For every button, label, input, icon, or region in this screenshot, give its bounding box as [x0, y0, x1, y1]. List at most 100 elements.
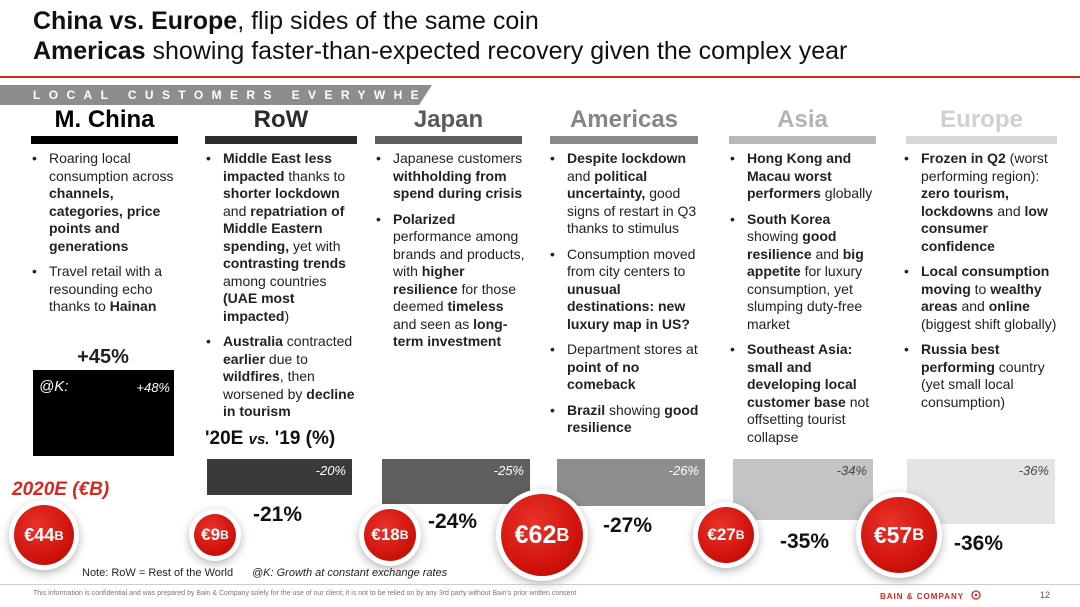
- bullet-bold-text: political uncertainty,: [567, 167, 648, 202]
- slide-title: China vs. Europe, flip sides of the same…: [33, 6, 847, 66]
- bullet-text: and: [957, 298, 989, 314]
- column-head-americas: Americas: [569, 106, 679, 133]
- bullet-bold-text: Despite lockdown: [567, 150, 687, 166]
- column-head-japan: Japan: [413, 106, 484, 133]
- revenue-unit: B: [735, 528, 745, 542]
- column-bar-row: [205, 136, 357, 144]
- bullet-text: due to: [265, 350, 308, 367]
- growth-bar-europe: -36%: [907, 459, 1055, 524]
- bullet-bold-text: shorter lockdown: [223, 185, 340, 201]
- revenue-circle-m-china: €44 B: [14, 505, 74, 565]
- footer-divider: [0, 584, 1080, 585]
- bullet-bold-text: zero tourism,: [921, 185, 1009, 201]
- bullet-bold-text: low consumer confidence: [921, 202, 1048, 254]
- column-bar-americas: [550, 136, 698, 144]
- growth-bar-label: -25%: [493, 463, 524, 478]
- bullet-text: and: [993, 202, 1025, 219]
- bullet-bold-text: long-term investment: [393, 315, 508, 350]
- bullet-bold-text: good resilience: [747, 228, 837, 262]
- asia-bullet-2: South Korea showing good resilience and …: [729, 211, 881, 334]
- revenue-unit: B: [912, 525, 925, 544]
- column-bar-europe: [906, 136, 1057, 144]
- column-head-europe: Europe: [940, 106, 1023, 133]
- revenue-circle-japan: €18 B: [364, 509, 416, 561]
- growth-heading-vs: vs.: [248, 431, 270, 448]
- china-k-box: @K: +48%: [33, 370, 174, 456]
- bullet-text: (biggest shift globally): [921, 315, 1057, 332]
- bullet-text: , then worsened by: [223, 368, 315, 402]
- growth-heading: '20E vs. '19 (%): [205, 428, 335, 450]
- growth-bar-americas: -26%: [557, 459, 705, 506]
- bullet-bold-text: (UAE most impacted: [223, 290, 295, 324]
- bullet-text: contracted: [282, 333, 353, 349]
- revenue-unit: B: [54, 527, 64, 543]
- bullet-bold-text: Middle East less impacted: [223, 150, 332, 184]
- growth-pct-label: -35%: [780, 530, 830, 553]
- title-line-2: Americas showing faster-than-expected re…: [33, 36, 847, 66]
- bullet-text: ): [284, 307, 290, 324]
- bullet-bold-text: lockdowns: [921, 202, 994, 219]
- bain-logo: BAIN & COMPANY: [880, 590, 981, 601]
- growth-bar-row: -20%: [207, 459, 352, 496]
- title-line-1: China vs. Europe, flip sides of the same…: [33, 6, 847, 36]
- bullet-text: Japanese customers: [393, 150, 523, 166]
- bullet-bold-text: Russia best performing: [921, 341, 1000, 375]
- growth-bar-label: -20%: [315, 463, 346, 478]
- growth-bar-label: -36%: [1018, 463, 1049, 478]
- bullet-bold-text: Southeast Asia: small and developing loc…: [747, 341, 857, 410]
- confidential-notice: This information is confidential and was…: [33, 590, 577, 597]
- bullet-bold-text: channels, categories, price points and g…: [49, 185, 161, 254]
- bullet-bold-text: unusual destinations: new luxury map in …: [567, 280, 690, 332]
- europe-bullet-3: Russia best performing country (yet smal…: [903, 341, 1061, 411]
- page-number: 12: [1040, 590, 1051, 600]
- americas-bullet-4: Brazil showing good resilience: [549, 402, 701, 437]
- bullet-bold-text: higher resilience: [393, 263, 465, 297]
- bullet-text: good signs of restart in Q3 thanks to st…: [567, 185, 697, 236]
- title-2-rest: showing faster-than-expected recovery gi…: [145, 37, 848, 65]
- bullet-bold-text: repatriation of Middle Eastern spending,: [223, 202, 345, 254]
- bullet-text: Department stores at: [567, 341, 698, 357]
- bullet-bold-text: Polarized: [393, 210, 456, 227]
- growth-pct-label: -36%: [954, 532, 1004, 555]
- column-bar-china: [31, 136, 178, 144]
- bullet-bold-text: online: [988, 298, 1030, 314]
- bullet-bold-text: wealthy areas: [921, 280, 1042, 315]
- bullet-text: for those deemed: [393, 280, 516, 315]
- bullet-bold-text: decline in tourism: [223, 385, 355, 420]
- revenue-circle-asia: €27 B: [698, 507, 754, 563]
- growth-bar-label: -26%: [668, 463, 699, 478]
- growth-pct-label: -24%: [428, 510, 478, 533]
- china-bullet-1: Roaring local consumption across channel…: [31, 150, 181, 255]
- bullet-text: and: [811, 245, 843, 262]
- asia-bullets: Hong Kong and Macau worst performers glo…: [729, 150, 881, 454]
- bullet-bold-text: Frozen in Q2: [921, 150, 1006, 166]
- asia-bullet-3: Southeast Asia: small and developing loc…: [729, 341, 881, 446]
- bullet-text: among countries: [223, 272, 327, 289]
- logo-circle-icon: [971, 590, 981, 600]
- europe-bullet-1: Frozen in Q2 (worst performing region): …: [903, 150, 1061, 255]
- growth-pct-label: -27%: [603, 514, 653, 537]
- revenue-circle-europe: €57 B: [861, 497, 937, 573]
- revenue-value: €44: [24, 524, 55, 545]
- row-bullets: Middle East less impacted thanks to shor…: [205, 150, 363, 429]
- bullet-text: to: [970, 280, 991, 297]
- bullet-bold-text: wildfires: [223, 368, 280, 384]
- column-head-asia: Asia: [777, 106, 828, 133]
- growth-bar-japan: -25%: [382, 459, 530, 505]
- bullet-text: globally: [820, 185, 873, 201]
- revenue-heading: 2020E (€B): [12, 479, 110, 500]
- growth-bar-asia: -34%: [733, 459, 873, 521]
- bullet-bold-text: point of no comeback: [567, 358, 640, 393]
- china-bullet-2: Travel retail with a resounding echo tha…: [31, 263, 181, 316]
- bullet-bold-text: Local consumption moving: [921, 263, 1050, 297]
- bullet-text: and: [223, 202, 251, 219]
- growth-heading-c: '19 (%): [269, 428, 336, 449]
- china-k-value: +48%: [136, 380, 170, 395]
- column-bar-asia: [729, 136, 876, 144]
- china-growth-label: +45%: [77, 346, 129, 368]
- americas-bullet-3: Department stores at point of no comebac…: [549, 341, 701, 394]
- bullet-bold-text: big appetite: [747, 245, 864, 280]
- americas-bullet-1: Despite lockdown and political uncertain…: [549, 150, 701, 238]
- bullet-text: and seen as: [393, 315, 474, 332]
- bullet-text: not offsetting tourist collapse: [747, 393, 870, 445]
